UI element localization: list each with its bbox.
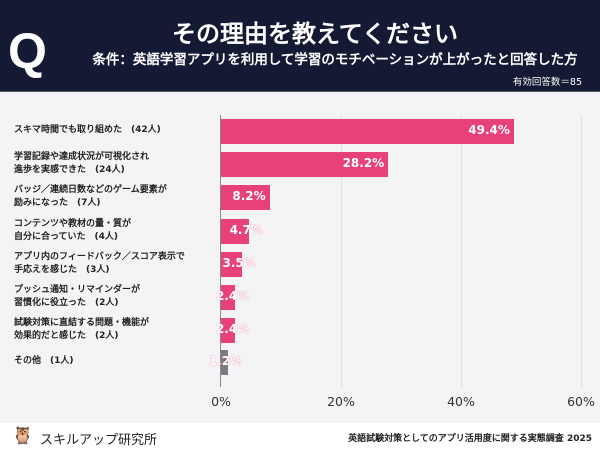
chart-subtitle: 条件：英語学習アプリを利用して学習のモチベーションが上がったと回答した方	[92, 52, 578, 68]
brand-name: スキルアップ研究所	[40, 433, 158, 448]
value-label: 49.4%	[468, 123, 510, 137]
gridline	[581, 115, 582, 387]
bar	[221, 185, 270, 210]
category-label: コンテンツや教材の量・質が 自分に合っていた (4人)	[14, 219, 132, 242]
owl-logo-icon: 🦉	[12, 426, 34, 446]
x-tick-label: 40%	[447, 394, 475, 409]
category-label: アプリ内のフィードバック／スコア表示で 手応えを感じた (3人)	[14, 252, 185, 275]
y-axis-line	[220, 115, 221, 387]
source-text: 英語試験対策としてのアプリ活用度に関する実態調査 2025	[348, 434, 592, 444]
category-label: スキマ時間でも取り組めた (42人)	[14, 125, 161, 135]
category-label: バッジ／連続日数などのゲーム要素が 励みになった (7人)	[14, 185, 167, 208]
bar	[221, 318, 236, 343]
bar	[221, 350, 229, 375]
value-label: 2.4%	[215, 289, 250, 303]
category-label: 試験対策に直結する問題・機能が 効果的だと感じた (2人)	[14, 318, 150, 341]
value-label: 8.2%	[232, 189, 266, 203]
bar	[221, 285, 236, 310]
value-label: 4.7%	[229, 223, 263, 237]
footer: 🦉 スキルアップ研究所 英語試験対策としてのアプリ活用度に関する実態調査 202…	[0, 423, 600, 450]
header: Q その理由を教えてください 条件：英語学習アプリを利用して学習のモチベーション…	[0, 0, 600, 92]
bar	[221, 152, 389, 177]
category-label: 学習記録や達成状況が可視化され 進歩を実感できた (24人)	[14, 152, 150, 175]
bar	[221, 119, 514, 144]
value-label: 2.4%	[215, 322, 250, 336]
bar	[221, 219, 249, 244]
x-tick-label: 20%	[327, 394, 355, 409]
gridline	[341, 115, 342, 387]
value-label: 28.2%	[342, 156, 385, 170]
category-label: その他 (1人)	[14, 356, 74, 366]
respondent-count: 有効回答数＝85	[512, 77, 582, 88]
q-icon: Q	[8, 23, 47, 79]
gridline	[461, 115, 462, 387]
bar	[221, 252, 242, 277]
category-label: プッシュ通知・リマインダーが 習慣化に役立った (2人)	[14, 285, 141, 308]
value-label: 3.5%	[222, 256, 256, 270]
x-tick-label: 0%	[211, 394, 231, 409]
value-label: 1.2%	[208, 354, 243, 368]
x-tick-label: 60%	[567, 394, 595, 409]
chart-title: その理由を教えてください	[171, 20, 459, 48]
